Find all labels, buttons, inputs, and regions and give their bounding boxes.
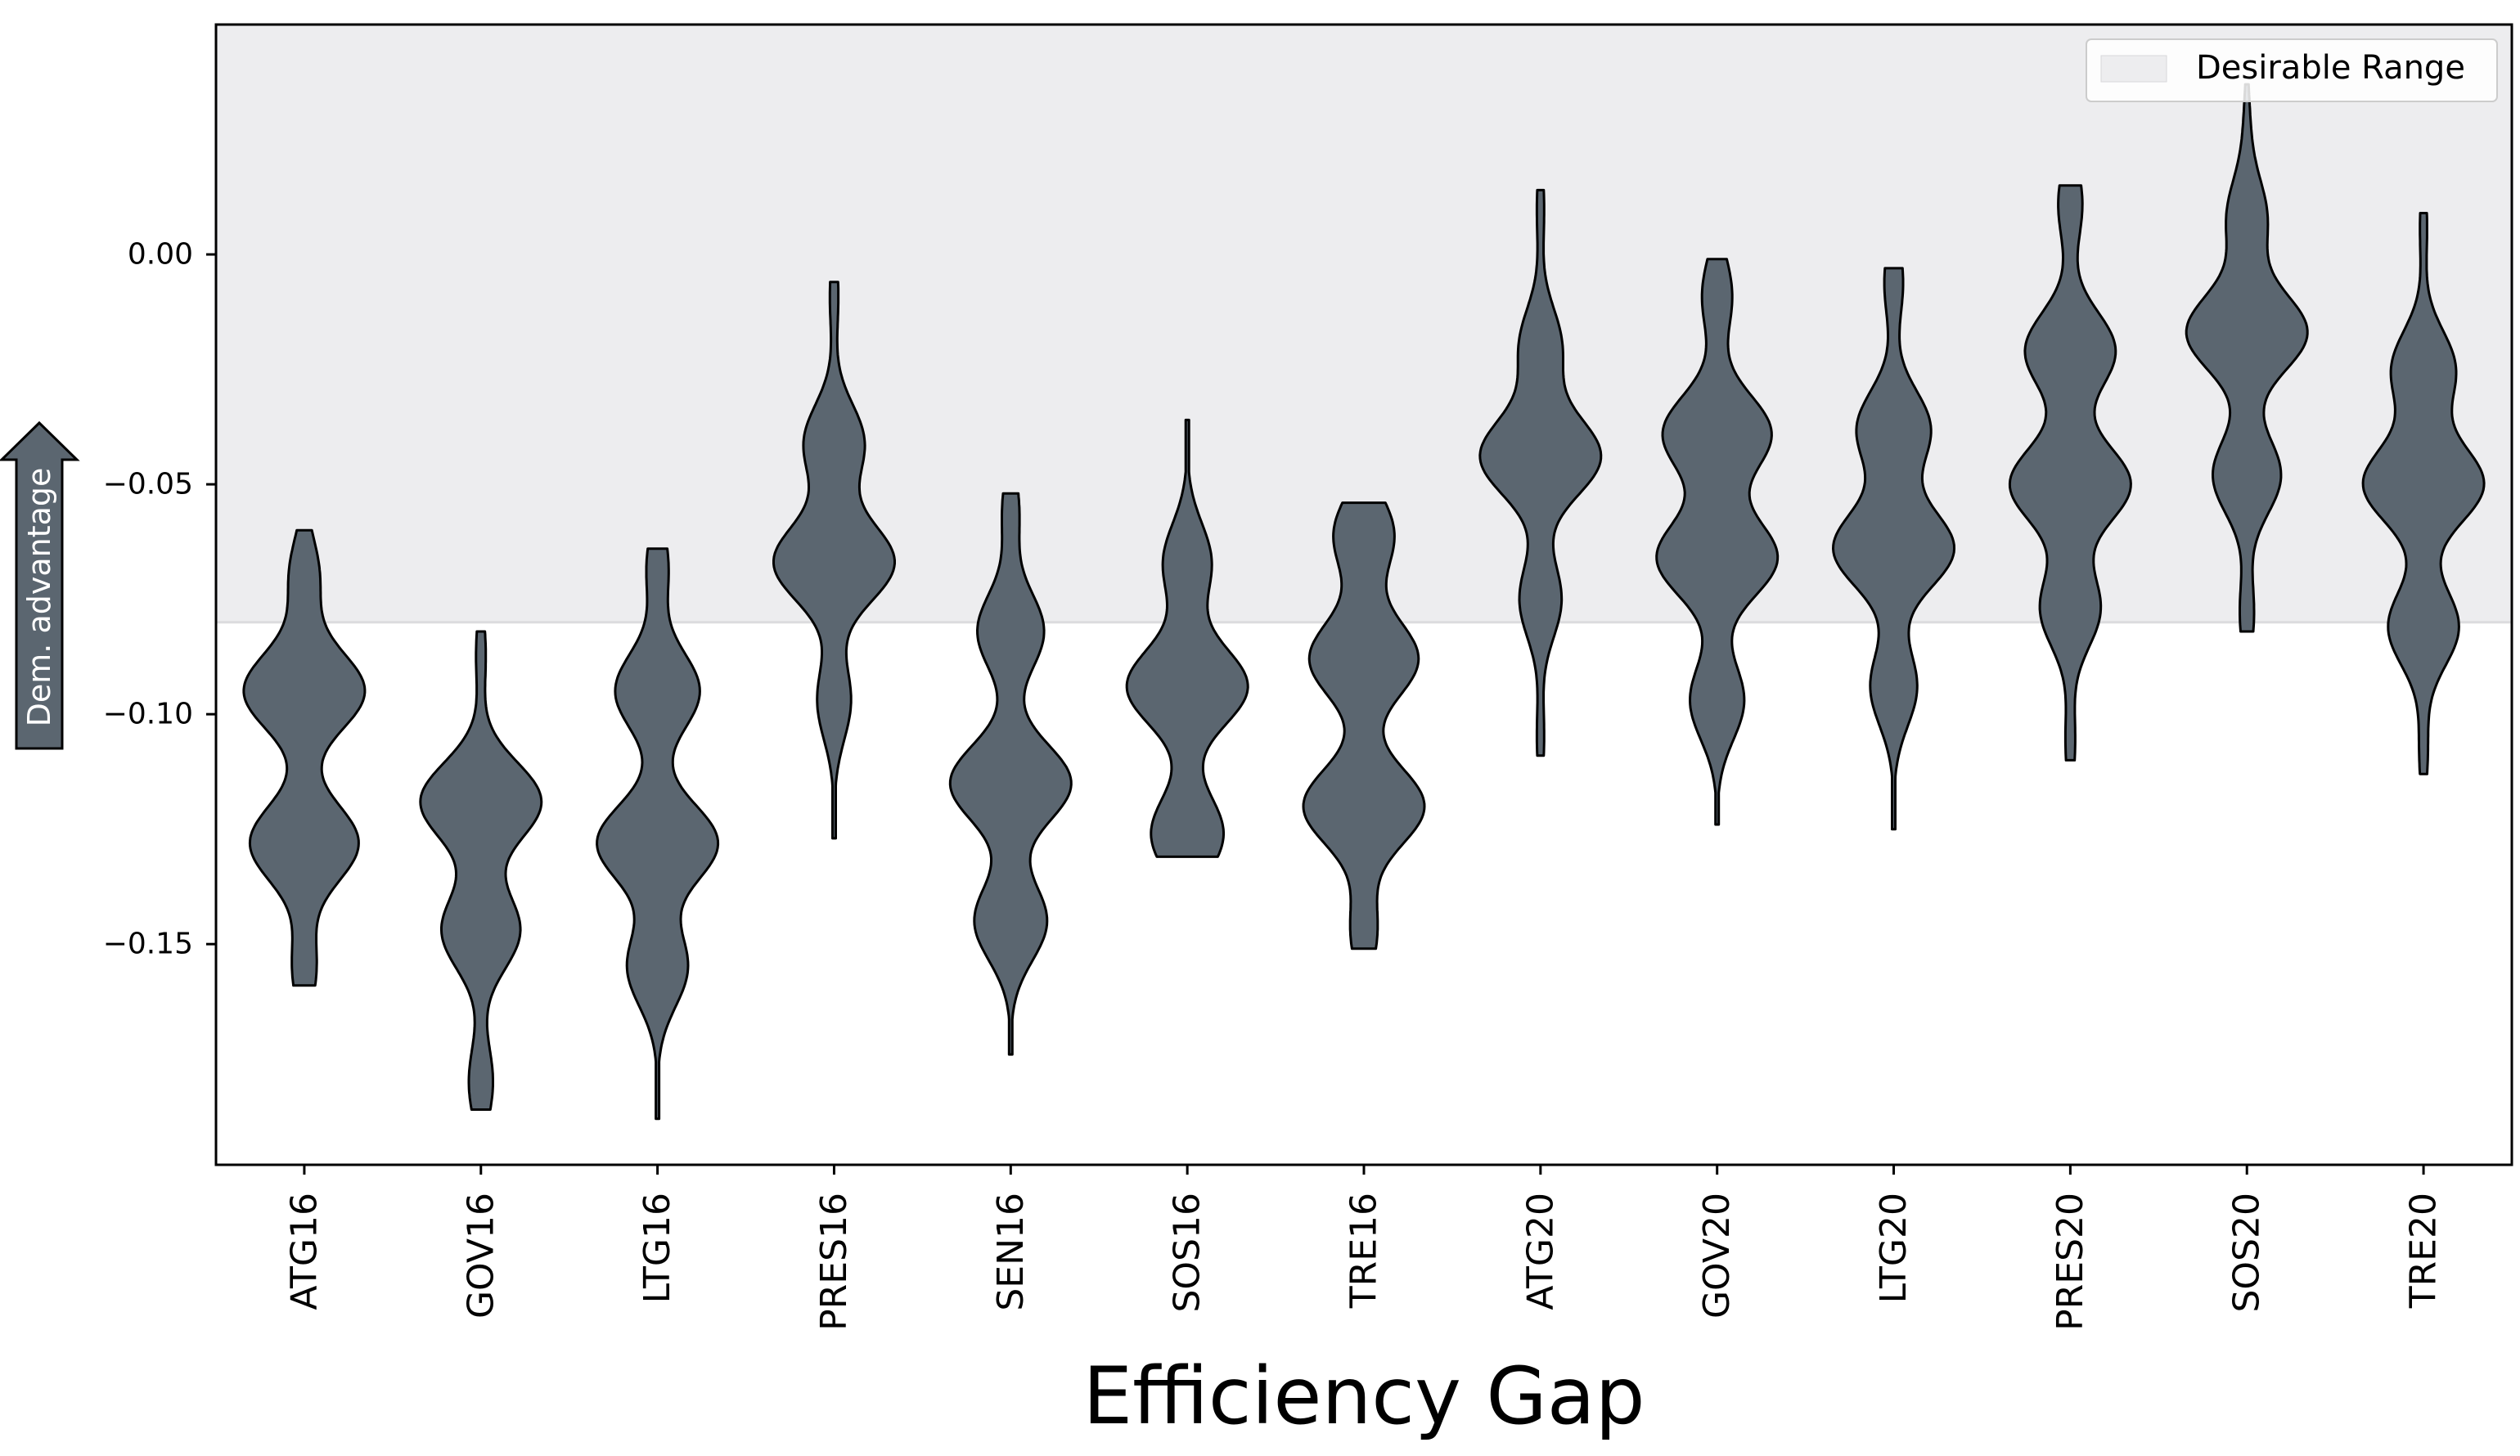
violin-layer [242, 83, 2486, 1121]
violin-gov16 [419, 630, 543, 1111]
legend-label-desirable-range: Desirable Range [2196, 49, 2465, 87]
x-tick-label: SOS20 [2226, 1193, 2268, 1312]
x-tick-label: ATG20 [1519, 1193, 1561, 1310]
violin-gov20 [1655, 258, 1780, 826]
violin-tre16 [1302, 501, 1426, 950]
x-tick-label: TRE20 [2403, 1193, 2445, 1309]
violin-tre20 [2361, 212, 2486, 775]
x-tick-label: GOV20 [1696, 1193, 1738, 1319]
x-tick-label: PRES16 [813, 1193, 855, 1331]
x-tick-label: GOV16 [460, 1193, 502, 1319]
legend: Desirable Range [2086, 38, 2498, 102]
x-tick-label: SOS16 [1167, 1193, 1208, 1312]
violin-ltg16 [596, 547, 720, 1121]
up-arrow-icon [0, 420, 80, 750]
y-tick-label: −0.05 [103, 468, 193, 501]
x-tick-label: PRES20 [2050, 1193, 2091, 1331]
y-tick-label: −0.10 [103, 698, 193, 731]
x-tick-label: ATG16 [283, 1193, 325, 1310]
violin-sen16 [948, 492, 1073, 1056]
x-tick-label: SEN16 [990, 1193, 1032, 1311]
dem-advantage-arrow: Dem. advantage [0, 420, 80, 750]
x-tick-label: TRE16 [1343, 1193, 1385, 1309]
dem-advantage-label: Dem. advantage [21, 468, 57, 727]
x-axis-title: Efficiency Gap [1082, 1350, 1645, 1442]
x-tick-label: LTG16 [637, 1193, 678, 1303]
y-tick-label: 0.00 [128, 238, 193, 272]
violin-ltg20 [1832, 267, 1955, 831]
violin-sos16 [1125, 418, 1249, 858]
y-tick-label: −0.15 [103, 928, 193, 961]
x-tick-label: LTG20 [1873, 1193, 1915, 1303]
legend-swatch-desirable-range [2100, 55, 2167, 83]
violin-pres20 [2008, 184, 2132, 762]
violin-atg20 [1478, 188, 1603, 757]
violin-pres16 [772, 281, 896, 840]
y-axis: 0.00 −0.05 −0.10 −0.15 [103, 238, 216, 961]
violin-atg16 [242, 528, 367, 987]
legend-box [2086, 38, 2498, 102]
x-axis: ATG16 GOV16 LTG16 PRES16 SEN16 SOS16 TRE16 ATG2… [283, 1165, 2445, 1331]
